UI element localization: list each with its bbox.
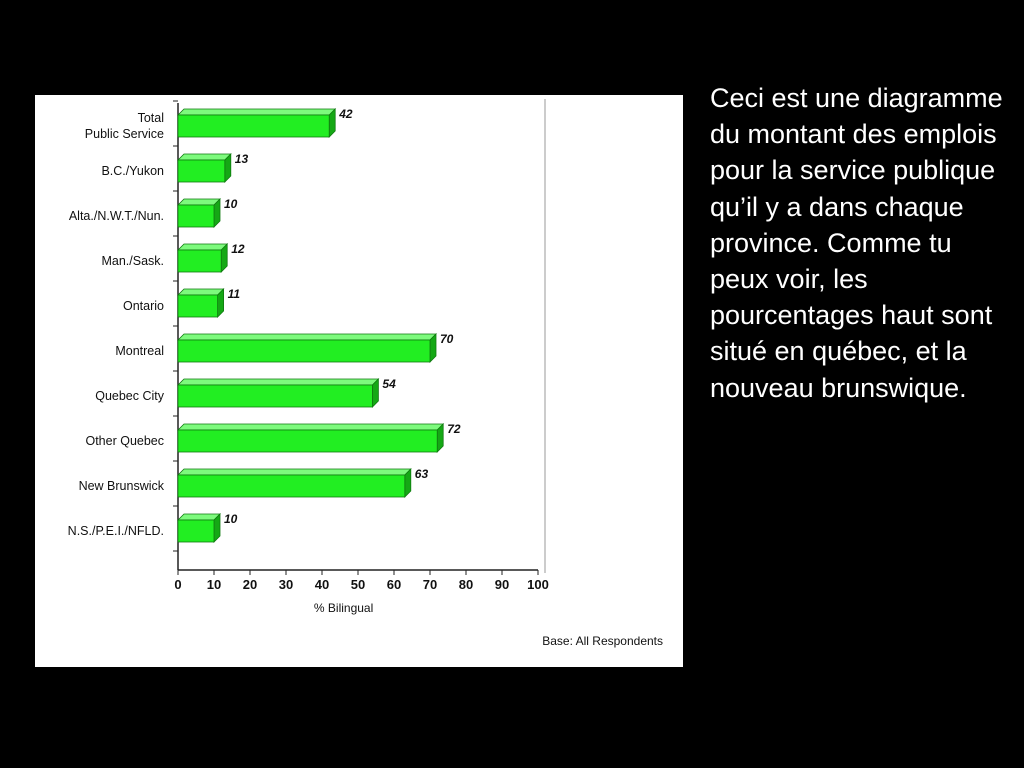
bar	[177, 429, 438, 453]
bar-value-label: 12	[231, 242, 245, 256]
bar	[177, 159, 226, 183]
bar	[177, 474, 406, 498]
x-tick-label: 0	[174, 577, 181, 592]
category-label: Other Quebec	[85, 434, 164, 448]
bar-top	[177, 468, 412, 476]
bar-value-label: 63	[415, 467, 429, 481]
bar	[177, 384, 373, 408]
x-tick-label: 100	[527, 577, 549, 592]
bar-top	[177, 153, 232, 161]
bar-group	[177, 333, 437, 363]
bar-top	[177, 108, 337, 116]
bar-top	[177, 243, 229, 251]
bar-value-label: 42	[338, 107, 353, 121]
x-tick-label: 70	[423, 577, 437, 592]
x-tick-label: 40	[315, 577, 329, 592]
category-label: Ontario	[123, 299, 164, 313]
bar	[177, 294, 218, 318]
x-tick-label: 30	[279, 577, 293, 592]
category-label: Montreal	[115, 344, 164, 358]
x-axis-title: % Bilingual	[314, 601, 373, 615]
bar-value-label: 72	[447, 422, 461, 436]
bar-group	[177, 243, 229, 273]
bar-top	[177, 378, 380, 386]
category-label: Quebec City	[95, 389, 165, 403]
bar-value-label: 10	[224, 512, 238, 526]
bar-value-label: 10	[224, 197, 238, 211]
bar-group	[177, 153, 232, 183]
x-tick-label: 10	[207, 577, 221, 592]
bar-top	[177, 198, 221, 206]
category-label: N.S./P.E.I./NFLD.	[68, 524, 164, 538]
chart-panel: 0 10 20 30 40 50 60 70 80 90 100 % Bilingual 42 Total…	[35, 95, 683, 667]
bar-value-label: 11	[228, 287, 241, 301]
bar-top	[177, 423, 445, 431]
caption-text: Ceci est une diagramme du montant des em…	[710, 83, 1003, 403]
category-label: Alta./N.W.T./Nun.	[69, 209, 164, 223]
x-tick-label: 90	[495, 577, 509, 592]
x-tick-label: 50	[351, 577, 365, 592]
category-label: Man./Sask.	[101, 254, 164, 268]
bar-value-label: 54	[382, 377, 396, 391]
bar-top	[177, 333, 437, 341]
bar	[177, 519, 215, 543]
bar	[177, 249, 222, 273]
bar-top	[177, 288, 225, 296]
bar	[177, 339, 431, 363]
bar	[177, 114, 330, 138]
bar-group	[177, 468, 412, 498]
x-tick-label: 80	[459, 577, 473, 592]
bar-group	[177, 513, 221, 543]
bar-group	[177, 288, 225, 318]
category-label: Total	[138, 111, 164, 125]
bar-chart: 0 10 20 30 40 50 60 70 80 90 100 % Bilingual 42 Total…	[68, 99, 663, 648]
bar-group	[177, 423, 445, 453]
bar	[177, 204, 215, 228]
x-tick-label: 60	[387, 577, 401, 592]
bar-value-label: 13	[235, 152, 249, 166]
bar-top	[177, 513, 221, 521]
category-label: B.C./Yukon	[101, 164, 164, 178]
bar-value-label: 70	[440, 332, 454, 346]
category-label: New Brunswick	[79, 479, 165, 493]
base-note: Base: All Respondents	[542, 634, 663, 648]
category-label: Public Service	[85, 127, 164, 141]
bar-group	[177, 198, 221, 228]
bar-group	[177, 108, 337, 138]
bar-group	[177, 378, 380, 408]
x-tick-label: 20	[243, 577, 257, 592]
